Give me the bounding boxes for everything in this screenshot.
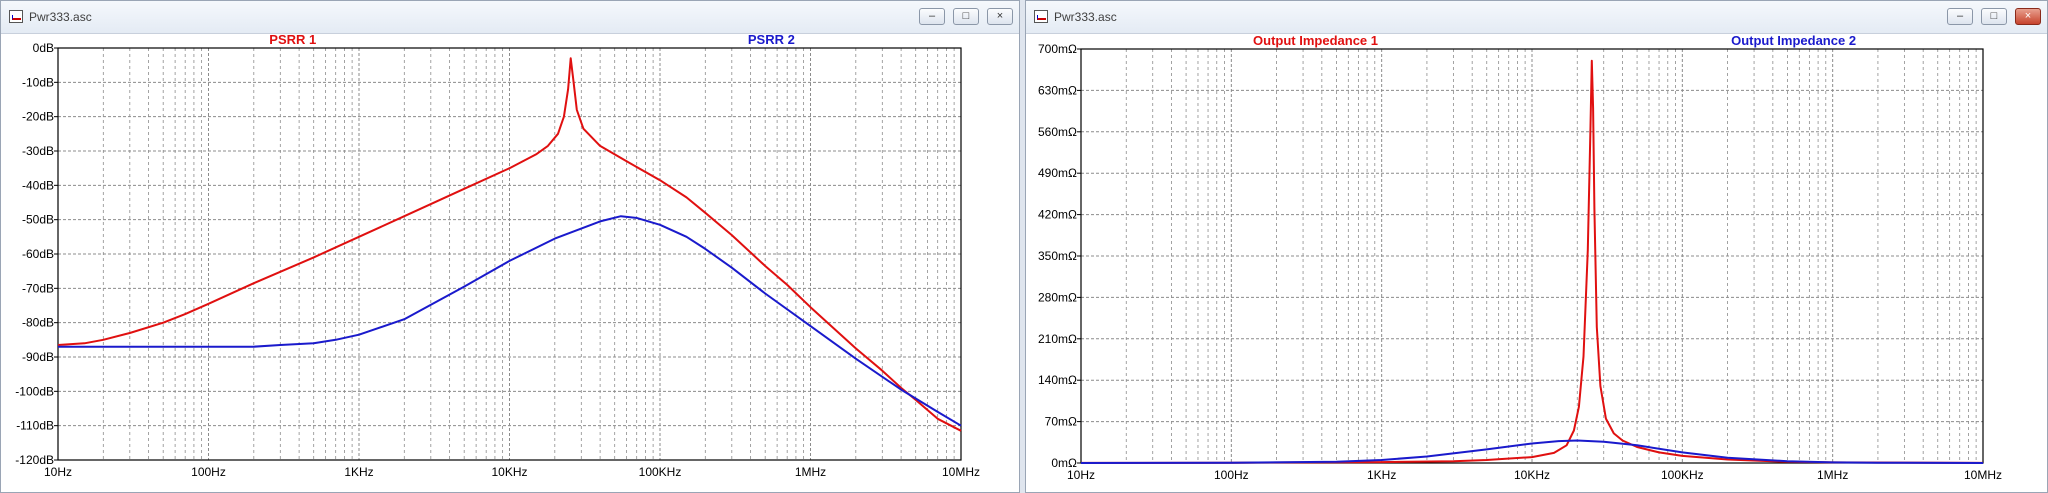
series-line-1 (1080, 59, 1984, 464)
schematic-app-icon (1034, 10, 1048, 23)
series-line-2 (1080, 439, 1984, 464)
minimize-button[interactable]: – (1947, 8, 1973, 25)
y-tick-label: 490mΩ (1038, 166, 1077, 180)
y-tick-label: 630mΩ (1038, 83, 1077, 97)
maximize-button[interactable]: □ (1981, 8, 2007, 25)
x-tick-label: 10KHz (1514, 468, 1550, 482)
y-tick-label: -10dB (22, 75, 54, 89)
legend-label-2: PSRR 2 (748, 33, 795, 47)
x-tick-label: 100Hz (1214, 468, 1249, 482)
y-tick-label: 0dB (33, 41, 54, 55)
window-gap (1020, 0, 1025, 493)
legend-label-1: Output Impedance 1 (1253, 33, 1378, 48)
x-tick-label: 100KHz (639, 465, 682, 479)
legend-label-2: Output Impedance 2 (1731, 33, 1856, 48)
y-tick-label: 420mΩ (1038, 208, 1077, 222)
x-tick-label: 100Hz (191, 465, 226, 479)
titlebar[interactable]: Pwr333.asc – □ × (1026, 1, 2047, 34)
y-tick-label: -40dB (22, 178, 54, 192)
x-tick-label: 10Hz (1067, 468, 1095, 482)
x-tick-label: 1MHz (795, 465, 826, 479)
y-tick-label: -80dB (22, 316, 54, 330)
output-impedance-window: Pwr333.asc – □ × 10Hz 100Hz 1KHz 10KHz 100KH… (1025, 0, 2048, 493)
x-tick-label: 1KHz (1367, 468, 1396, 482)
output-impedance-chart[interactable]: 10Hz 100Hz 1KHz 10KHz 100KHz 1MHz 10MHz 700mΩ 63… (1026, 33, 2047, 492)
x-tick-label: 10Hz (44, 465, 72, 479)
close-button[interactable]: × (987, 8, 1013, 25)
x-tick-label: 10MHz (942, 465, 980, 479)
x-tick-label: 10MHz (1964, 468, 2002, 482)
legend-label-1: PSRR 1 (269, 33, 316, 47)
series-line-1 (57, 57, 962, 432)
y-tick-label: 280mΩ (1038, 290, 1077, 304)
psrr-chart[interactable]: 10Hz 100Hz 1KHz 10KHz 100KHz 1MHz 10MHz 0dB -10d… (1, 33, 1019, 492)
y-tick-label: -100dB (15, 384, 54, 398)
y-tick-label: -110dB (16, 419, 54, 433)
y-tick-label: -30dB (22, 144, 54, 158)
window-title: Pwr333.asc (29, 10, 92, 24)
y-tick-label: 210mΩ (1038, 332, 1077, 346)
titlebar[interactable]: Pwr333.asc – □ × (1, 1, 1019, 34)
series-line-2 (58, 215, 962, 427)
y-tick-label: 140mΩ (1038, 373, 1077, 387)
x-tick-label: 10KHz (491, 465, 527, 479)
y-tick-label: 700mΩ (1038, 42, 1077, 56)
maximize-button[interactable]: □ (953, 8, 979, 25)
plot-frame (1080, 48, 1984, 464)
window-title: Pwr333.asc (1054, 10, 1117, 24)
close-button[interactable]: × (2015, 8, 2041, 25)
psrr-window: Pwr333.asc – □ × 10Hz 100Hz 1KHz 10KHz 100KH… (0, 0, 1020, 493)
plot-frame (57, 47, 962, 461)
y-tick-label: 0mΩ (1051, 456, 1077, 470)
y-tick-label: -90dB (22, 350, 54, 364)
x-tick-label: 1KHz (344, 465, 373, 479)
y-tick-label: 70mΩ (1045, 415, 1077, 429)
y-tick-label: 350mΩ (1038, 249, 1077, 263)
y-tick-label: 560mΩ (1038, 125, 1077, 139)
x-tick-label: 1MHz (1817, 468, 1848, 482)
y-tick-label: -20dB (22, 110, 54, 124)
y-tick-label: -60dB (22, 247, 54, 261)
y-tick-label: -70dB (22, 281, 54, 295)
minimize-button[interactable]: – (919, 8, 945, 25)
y-tick-label: -50dB (22, 213, 54, 227)
schematic-app-icon (9, 10, 23, 23)
y-tick-label: -120dB (15, 453, 54, 467)
x-tick-label: 100KHz (1661, 468, 1704, 482)
